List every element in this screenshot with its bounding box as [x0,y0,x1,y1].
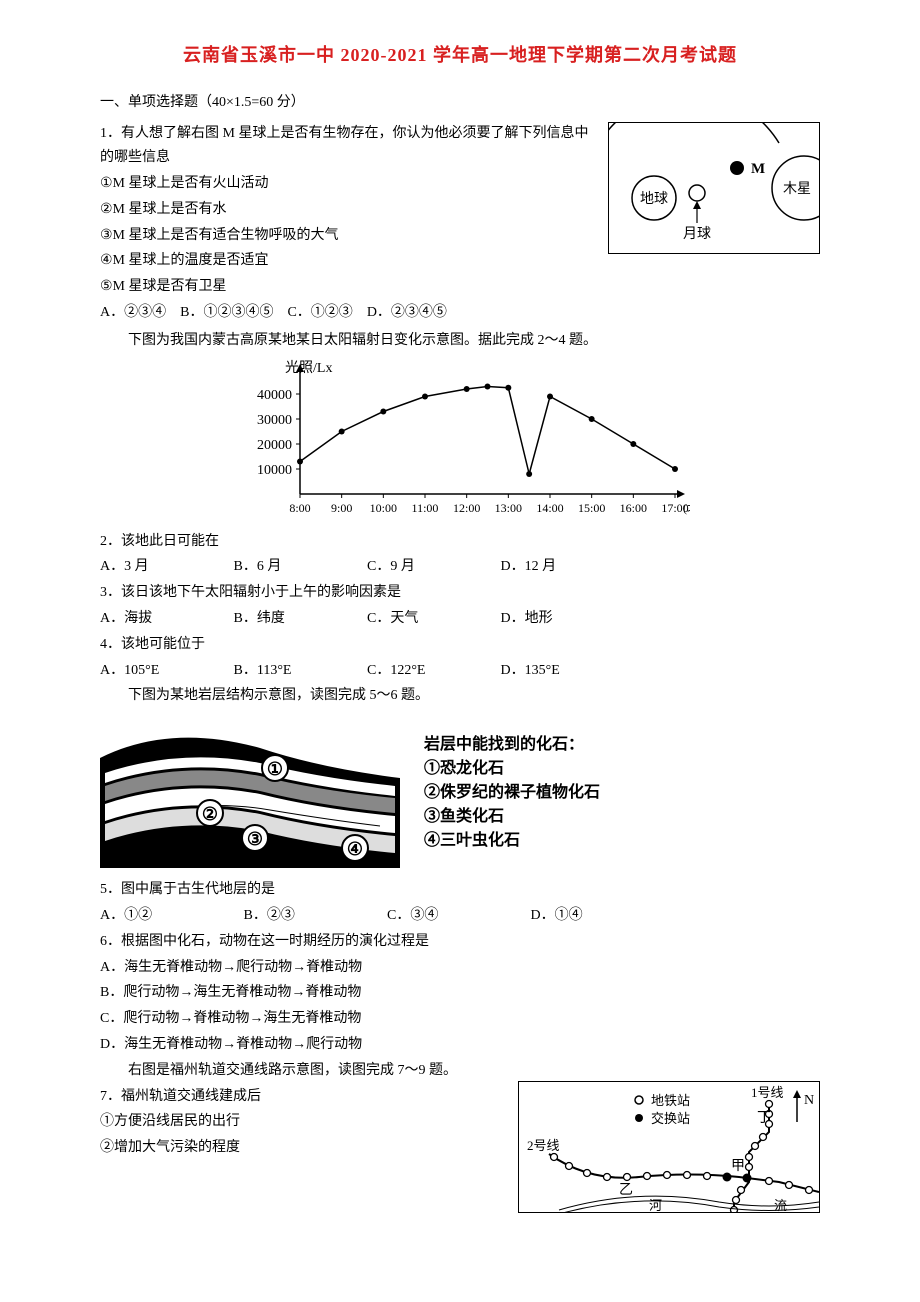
q1-opt-a: A．②③④ [100,301,166,325]
label-line2: 2号线 [527,1138,560,1153]
label-line1: 1号线 [751,1085,784,1100]
q1-opt-b: B．①②③④⑤ [180,301,273,325]
q5-opt-c: C．③④ [387,904,527,928]
q4-options: A．105°E B．113°E C．122°E D．135°E [100,659,820,683]
svg-text:9:00: 9:00 [331,501,352,515]
legend-station: 地铁站 [651,1093,690,1108]
figure-strata: ① ② ③ ④ [100,718,400,868]
q6-stem: 6．根据图中化石，动物在这一时期经历的演化过程是 [100,930,820,954]
q4-opt-b: B．113°E [234,659,364,683]
q1-opt-c: C．①②③ [287,301,352,325]
q6-opt-c: C．爬行动物→脊椎动物→海生无脊椎动物 [100,1007,820,1031]
q3-opt-a: A．海拔 [100,607,230,631]
label-ding: 丁 [757,1111,771,1126]
figure-metro-map: 地铁站 交换站 N 1号线 2号线 丁 乙 甲 河 流 [518,1081,820,1213]
svg-text:12:00: 12:00 [453,501,480,515]
page-title: 云南省玉溪市一中 2020-2021 学年高一地理下学期第二次月考试题 [100,40,820,71]
intro-5-6: 下图为某地岩层结构示意图，读图完成 5～6 题。 [100,684,820,708]
svg-text:光照/Lx: 光照/Lx [285,360,332,376]
label-jupiter: 木星 [783,181,811,197]
q2-stem: 2．该地此日可能在 [100,530,820,554]
figure-planets: 地球 月球 M 木星 [608,122,820,254]
label-earth: 地球 [640,191,668,207]
svg-text:14:00: 14:00 [536,501,563,515]
label-m: M [751,161,765,177]
label-north: N [804,1093,814,1108]
svg-text:②: ② [202,804,218,824]
svg-text:④: ④ [347,839,363,859]
q3-options: A．海拔 B．纬度 C．天气 D．地形 [100,607,820,631]
q3-opt-b: B．纬度 [234,607,364,631]
legend-interchange: 交换站 [651,1111,690,1126]
solar-radiation-chart: 10000 20000 30000 40000 光照/Lx 8:00 9:00 10:00 11… [230,359,690,524]
q1-options: A．②③④ B．①②③④⑤ C．①②③ D．②③④⑤ [100,301,820,325]
legend-2: ②侏罗纪的裸子植物化石 [424,781,600,805]
strata-legend: 岩层中能找到的化石： ①恐龙化石 ②侏罗纪的裸子植物化石 ③鱼类化石 ④三叶虫化… [424,733,600,853]
legend-1: ①恐龙化石 [424,757,600,781]
svg-text:8:00: 8:00 [289,501,310,515]
svg-text:15:00: 15:00 [578,501,605,515]
q6-opt-b: B．爬行动物→海生无脊椎动物→脊椎动物 [100,981,820,1005]
q6-opt-d: D．海生无脊椎动物→脊椎动物→爬行动物 [100,1033,820,1057]
q3-stem: 3．该日该地下午太阳辐射小于上午的影响因素是 [100,581,820,605]
q4-opt-c: C．122°E [367,659,497,683]
svg-text:20000: 20000 [257,438,292,453]
svg-text:11:00: 11:00 [412,501,439,515]
svg-text:40000: 40000 [257,388,292,403]
label-river1: 河 [649,1198,662,1213]
svg-text:①: ① [267,759,283,779]
legend-4: ④三叶虫化石 [424,829,600,853]
legend-title: 岩层中能找到的化石： [424,733,600,757]
q1-s5: ⑤M 星球是否有卫星 [100,275,820,299]
svg-text:(北京时间): (北京时间) [683,501,690,515]
q3-opt-c: C．天气 [367,607,497,631]
q5-stem: 5．图中属于古生代地层的是 [100,878,820,902]
q5-opt-d: D．①④ [531,904,671,928]
label-moon: 月球 [683,226,711,242]
q4-opt-a: A．105°E [100,659,230,683]
svg-text:10000: 10000 [257,463,292,478]
q5-options: A．①② B．②③ C．③④ D．①④ [100,904,820,928]
q5-opt-a: A．①② [100,904,240,928]
q2-opt-a: A．3 月 [100,555,230,579]
q1-opt-d: D．②③④⑤ [367,301,447,325]
q4-opt-d: D．135°E [501,659,631,683]
legend-3: ③鱼类化石 [424,805,600,829]
intro-7-9: 右图是福州轨道交通线路示意图，读图完成 7～9 题。 [100,1059,820,1083]
q2-opt-b: B．6 月 [234,555,364,579]
svg-text:③: ③ [247,829,263,849]
svg-text:13:00: 13:00 [495,501,522,515]
q4-stem: 4．该地可能位于 [100,633,820,657]
q3-opt-d: D．地形 [501,607,631,631]
q2-opt-d: D．12 月 [501,555,631,579]
svg-text:10:00: 10:00 [370,501,397,515]
label-jia: 甲 [731,1159,745,1174]
label-yi: 乙 [619,1182,633,1198]
q2-options: A．3 月 B．6 月 C．9 月 D．12 月 [100,555,820,579]
section-heading: 一、单项选择题（40×1.5=60 分） [100,91,820,115]
svg-text:16:00: 16:00 [620,501,647,515]
q5-opt-b: B．②③ [244,904,384,928]
q6-opt-a: A．海生无脊椎动物→爬行动物→脊椎动物 [100,956,820,980]
svg-text:30000: 30000 [257,413,292,428]
intro-2-4: 下图为我国内蒙古高原某地某日太阳辐射日变化示意图。据此完成 2～4 题。 [100,329,820,353]
q2-opt-c: C．9 月 [367,555,497,579]
label-river2: 流 [774,1198,787,1213]
